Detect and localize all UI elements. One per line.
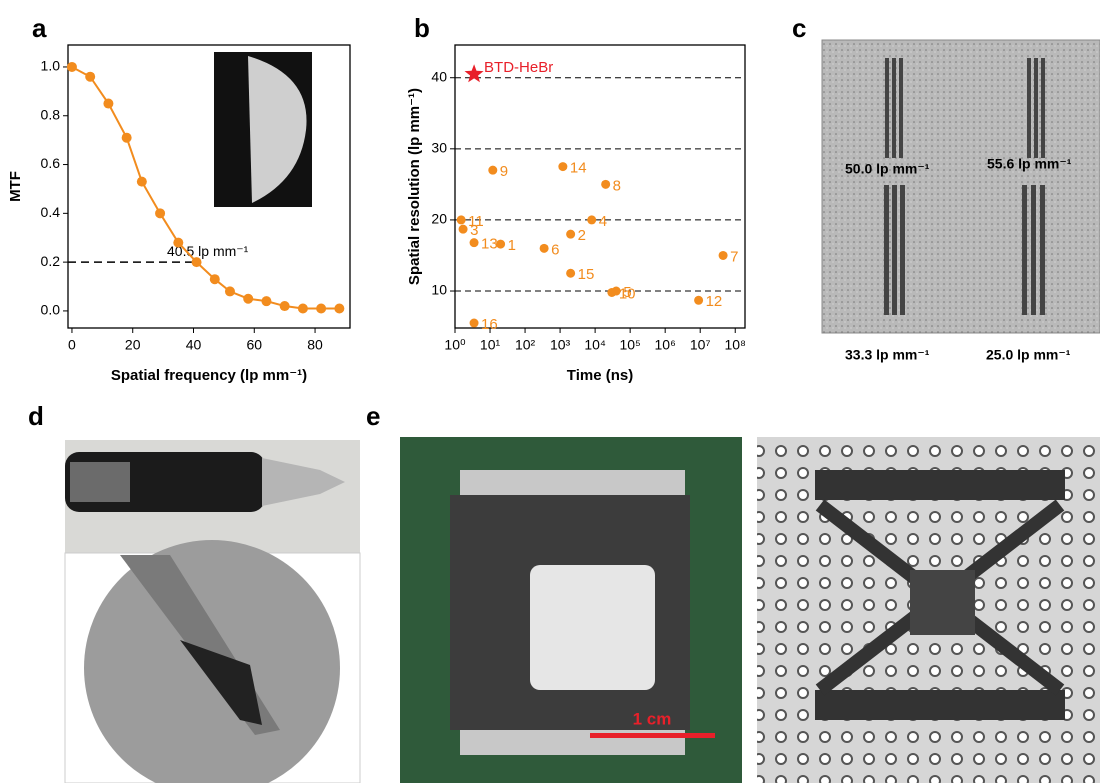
- point-label: 1: [508, 237, 516, 254]
- panel-label: c: [792, 13, 806, 43]
- y-tick-label: 30: [431, 140, 447, 156]
- x-tick-label: 10²: [515, 337, 536, 353]
- point: [334, 303, 344, 313]
- point: [566, 230, 575, 239]
- point-label: 14: [570, 160, 587, 177]
- figure: a b c d e 50.0 lp mm⁻¹ 55.6 lp mm⁻¹ 33.3…: [0, 0, 1100, 783]
- point: [225, 286, 235, 296]
- resolution-label: 55.6 lp mm⁻¹: [987, 156, 1072, 172]
- point: [488, 166, 497, 175]
- point: [496, 240, 505, 249]
- point: [103, 99, 113, 109]
- panel-label: e: [366, 401, 380, 431]
- x-tick-label: 40: [186, 337, 202, 353]
- scale-bar-label: 1 cm: [633, 709, 672, 728]
- point: [261, 296, 271, 306]
- inset-image: [214, 52, 312, 207]
- y-tick-label: 20: [431, 211, 447, 227]
- point-label: 4: [599, 213, 607, 230]
- panel-label: b: [414, 13, 430, 43]
- point: [243, 294, 253, 304]
- point-label: 5: [623, 284, 631, 301]
- point: [470, 238, 479, 247]
- point-label: 13: [481, 236, 498, 253]
- point: [173, 238, 183, 248]
- chip-photo: [400, 437, 742, 783]
- point: [566, 269, 575, 278]
- point: [457, 215, 466, 224]
- point-label: 2: [578, 227, 586, 244]
- x-tick-label: 20: [125, 337, 141, 353]
- point-label: 15: [578, 266, 595, 283]
- point: [137, 177, 147, 187]
- point: [694, 296, 703, 305]
- point: [459, 225, 468, 234]
- resolution-label: 33.3 lp mm⁻¹: [845, 347, 930, 363]
- plot-frame: [455, 45, 745, 328]
- panel-label: a: [32, 13, 47, 43]
- point-label: 3: [470, 222, 478, 239]
- panel-label: d: [28, 401, 44, 431]
- point: [540, 244, 549, 253]
- x-axis-title: Time (ns): [567, 367, 633, 384]
- point-label: 7: [730, 248, 738, 265]
- y-tick-label: 0.2: [41, 253, 61, 269]
- point: [210, 274, 220, 284]
- y-tick-label: 40: [431, 68, 447, 84]
- pen-photo: [65, 440, 360, 553]
- point: [470, 319, 479, 328]
- series-label: BTD-HeBr: [484, 59, 553, 76]
- x-tick-label: 10⁵: [619, 337, 640, 353]
- x-tick-label: 10³: [550, 337, 571, 353]
- y-tick-label: 0.4: [41, 204, 61, 220]
- chip-xray: [757, 437, 1100, 783]
- y-tick-label: 1.0: [41, 58, 61, 74]
- x-tick-label: 10⁸: [724, 337, 746, 353]
- x-tick-label: 10⁴: [584, 337, 606, 353]
- x-tick-label: 80: [307, 337, 323, 353]
- resolution-image: [822, 40, 1100, 333]
- point: [155, 208, 165, 218]
- point: [298, 303, 308, 313]
- y-tick-label: 0.8: [41, 106, 61, 122]
- y-tick-label: 0.0: [41, 302, 61, 318]
- point-label: 12: [706, 293, 723, 310]
- x-tick-label: 10¹: [480, 337, 501, 353]
- point: [67, 62, 77, 72]
- point: [85, 72, 95, 82]
- star-point: [465, 64, 484, 82]
- y-axis-title: MTF: [7, 171, 24, 202]
- point: [122, 133, 132, 143]
- point-label: 9: [500, 163, 508, 180]
- point: [316, 303, 326, 313]
- point: [587, 215, 596, 224]
- point: [558, 162, 567, 171]
- y-tick-label: 0.6: [41, 155, 61, 171]
- y-axis-title: Spatial resolution (lp mm⁻¹): [406, 88, 423, 285]
- point: [719, 251, 728, 260]
- resolution-label: 25.0 lp mm⁻¹: [986, 347, 1071, 363]
- resolution-label: 50.0 lp mm⁻¹: [845, 161, 930, 177]
- y-tick-label: 10: [431, 282, 447, 298]
- x-tick-label: 0: [68, 337, 76, 353]
- point-label: 16: [481, 316, 498, 333]
- x-axis-title: Spatial frequency (lp mm⁻¹): [111, 367, 307, 384]
- point: [601, 180, 610, 189]
- x-tick-label: 10⁷: [690, 337, 711, 353]
- point: [612, 287, 621, 296]
- x-tick-label: 60: [246, 337, 262, 353]
- x-tick-label: 10⁰: [444, 337, 466, 353]
- point-label: 8: [613, 177, 621, 194]
- pen-xray: [65, 540, 360, 783]
- point: [192, 257, 202, 267]
- point: [280, 301, 290, 311]
- x-tick-label: 10⁶: [655, 337, 676, 353]
- point-label: 6: [551, 241, 559, 258]
